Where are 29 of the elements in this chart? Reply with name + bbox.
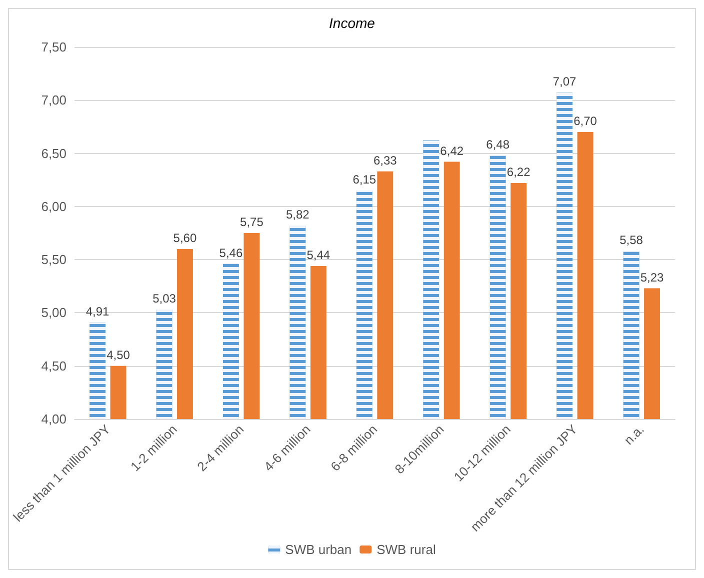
data-label: 6,70: [574, 114, 598, 128]
data-label: 6,48: [486, 137, 510, 152]
data-label: 4,50: [106, 348, 130, 362]
data-label: 7,07: [552, 74, 577, 89]
legend-label: SWB rural: [376, 542, 436, 557]
data-label: 4,91: [86, 304, 110, 318]
chart-title: Income: [329, 15, 376, 31]
data-label: 6,42: [440, 144, 464, 158]
data-label: 6,22: [506, 165, 531, 180]
data-label: 5,82: [286, 208, 310, 222]
y-tick-label: 5,00: [41, 305, 67, 320]
data-label: 5,46: [219, 246, 243, 260]
x-tick-label: n.a.: [621, 422, 647, 448]
data-label: 5,58: [620, 233, 644, 248]
data-label: 5,03: [152, 292, 176, 306]
y-tick-label: 6,50: [41, 146, 67, 161]
data-label: 5,75: [240, 215, 264, 229]
y-tick-label: 4,00: [41, 412, 67, 426]
y-tick-label: 5,50: [41, 252, 67, 268]
y-tick-label: 7,00: [41, 92, 67, 108]
data-label: 5,60: [173, 230, 197, 245]
data-label: 5,23: [640, 270, 664, 284]
y-tick-label: 4,50: [41, 358, 67, 374]
data-label: 6,15: [352, 172, 376, 186]
legend-label: SWB urban: [285, 542, 352, 557]
y-tick-label: 6,00: [41, 198, 67, 214]
y-tick-label: 7,50: [41, 40, 67, 54]
data-label: 6,33: [373, 153, 398, 168]
data-label: 5,44: [306, 248, 330, 262]
